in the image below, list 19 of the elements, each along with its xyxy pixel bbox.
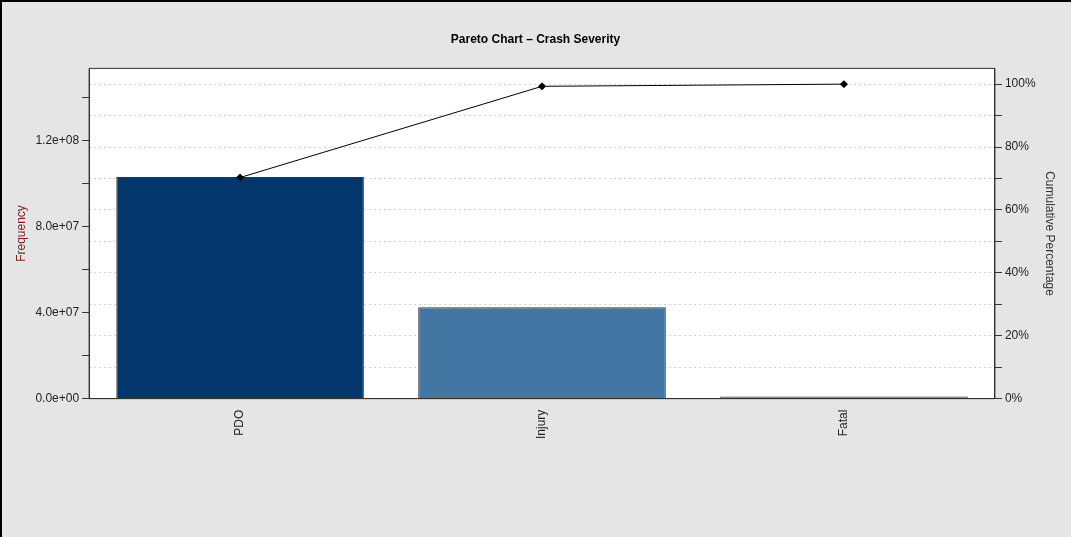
y-axis-title: Frequency bbox=[13, 205, 28, 262]
y2-tick-label: 20% bbox=[1004, 328, 1030, 343]
x-tick-label: PDO bbox=[232, 409, 247, 436]
chart-title: Pareto Chart – Crash Severity bbox=[450, 31, 621, 46]
y-tick-label: 4.0e+07 bbox=[35, 304, 80, 319]
y2-tick-label: 100% bbox=[1004, 76, 1036, 91]
y-tick-label: 1.2e+08 bbox=[35, 132, 80, 147]
y-tick-label: 0.0e+00 bbox=[35, 390, 80, 405]
y2-tick-label: 0% bbox=[1004, 390, 1023, 405]
y-tick-label: 8.0e+07 bbox=[35, 218, 80, 233]
y2-tick-label: 60% bbox=[1004, 202, 1030, 217]
point bbox=[839, 80, 848, 89]
point bbox=[538, 82, 547, 91]
y2-axis-title: Cumulative Percentage bbox=[1043, 171, 1058, 297]
y2-tick-label: 80% bbox=[1004, 139, 1030, 154]
point bbox=[236, 173, 245, 182]
y2-tick-label: 40% bbox=[1004, 265, 1030, 280]
x-tick-label: Injury bbox=[534, 409, 549, 439]
x-tick-label: Fatal bbox=[836, 409, 851, 437]
